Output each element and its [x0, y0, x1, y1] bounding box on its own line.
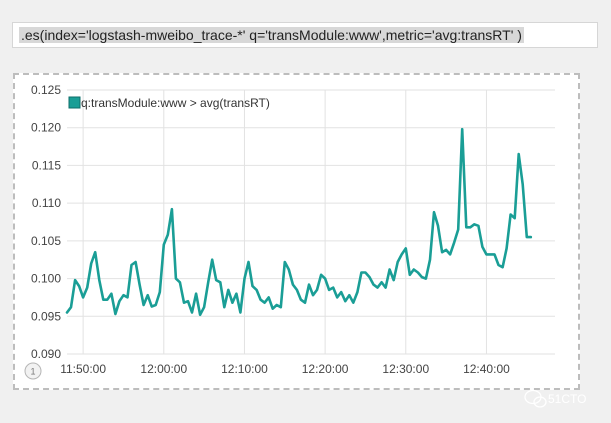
x-tick-label: 11:50:00	[60, 362, 106, 376]
wechat-icon	[524, 389, 547, 408]
y-tick-label: 0.110	[32, 196, 61, 210]
x-tick-label: 12:20:00	[302, 362, 349, 376]
legend-label: q:transModule:www > avg(transRT)	[81, 96, 270, 110]
y-axis: 0.125 0.120 0.115 0.110 0.105 0.100 0.095 0.090	[31, 83, 61, 361]
watermark-text: 51CTO	[548, 392, 586, 406]
timeseries-chart: 0.125 0.120 0.115 0.110 0.105 0.100 0.095 0.090…	[24, 83, 555, 380]
page-badge-label: 1	[30, 367, 35, 377]
chart-legend[interactable]: q:transModule:www > avg(transRT)	[68, 96, 270, 110]
x-axis: 11:50:00 12:00:00 12:10:00 12:20:00 12:30:00…	[60, 362, 510, 376]
y-tick-label: 0.095	[31, 309, 61, 323]
y-tick-label: 0.115	[32, 158, 61, 172]
x-tick-label: 12:10:00	[221, 362, 268, 376]
chart-panel: 0.125 0.120 0.115 0.110 0.105 0.100 0.095 0.090…	[13, 73, 580, 390]
y-tick-label: 0.100	[31, 272, 61, 286]
x-tick-label: 12:40:00	[463, 362, 510, 376]
y-tick-label: 0.090	[31, 347, 61, 361]
legend-swatch	[68, 96, 81, 109]
series-line	[65, 127, 533, 317]
page-badge[interactable]: 1	[24, 362, 42, 380]
y-tick-label: 0.120	[31, 121, 61, 135]
x-tick-label: 12:00:00	[140, 362, 187, 376]
y-tick-label: 0.105	[31, 234, 61, 248]
expression-input[interactable]: .es(index='logstash-mweibo_trace-*' q='t…	[12, 22, 598, 48]
expression-text: .es(index='logstash-mweibo_trace-*' q='t…	[19, 27, 524, 43]
x-tick-label: 12:30:00	[382, 362, 429, 376]
chart-grid	[67, 89, 555, 355]
y-tick-label: 0.125	[31, 83, 61, 97]
